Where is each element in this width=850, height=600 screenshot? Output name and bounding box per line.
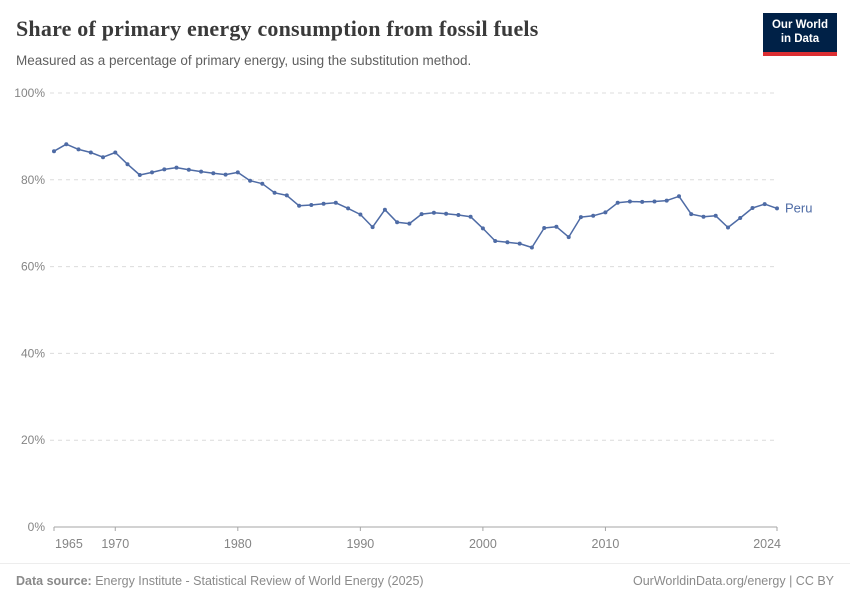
- data-point-1994[interactable]: [407, 221, 412, 226]
- data-point-1996[interactable]: [431, 210, 436, 215]
- data-point-1987[interactable]: [321, 201, 326, 206]
- data-point-2001[interactable]: [493, 239, 498, 243]
- data-point-2006[interactable]: [554, 224, 559, 229]
- data-point-2014[interactable]: [652, 199, 657, 204]
- data-point-1976[interactable]: [186, 167, 191, 172]
- credit-link[interactable]: OurWorldinData.org/energy | CC BY: [632, 574, 834, 588]
- data-point-2013[interactable]: [640, 199, 645, 204]
- data-point-1995[interactable]: [419, 212, 424, 217]
- data-point-1993[interactable]: [395, 220, 400, 225]
- data-point-2012[interactable]: [627, 199, 632, 204]
- data-point-1985[interactable]: [297, 203, 302, 208]
- data-point-2023[interactable]: [762, 202, 767, 207]
- data-source-text: Data source: Energy Institute - Statisti…: [16, 574, 424, 588]
- data-point-1977[interactable]: [199, 169, 204, 174]
- data-point-1983[interactable]: [272, 190, 277, 195]
- owid-logo-line1: Our World: [771, 19, 828, 31]
- data-point-2020[interactable]: [726, 225, 730, 230]
- data-point-2017[interactable]: [689, 212, 694, 217]
- data-point-2000[interactable]: [480, 226, 485, 231]
- data-point-1966[interactable]: [64, 142, 69, 147]
- series-end-label[interactable]: Peru: [785, 200, 812, 215]
- data-point-1998[interactable]: [456, 213, 461, 217]
- data-point-1999[interactable]: [468, 214, 473, 219]
- data-point-1967[interactable]: [76, 147, 81, 152]
- data-point-2004[interactable]: [529, 245, 534, 250]
- data-point-1992[interactable]: [382, 207, 387, 212]
- chart-footer: Data source: Energy Institute - Statisti…: [0, 563, 850, 600]
- y-tick-label-100: 100%: [14, 86, 45, 100]
- x-tick-label-2024: 2024: [753, 537, 781, 551]
- data-point-1986[interactable]: [309, 203, 314, 207]
- page-subtitle: Measured as a percentage of primary ener…: [16, 53, 472, 68]
- data-point-2011[interactable]: [615, 200, 620, 205]
- data-point-1990[interactable]: [358, 212, 363, 217]
- owid-logo[interactable]: Our World in Data: [762, 13, 837, 56]
- data-source-value: Energy Institute - Statistical Review of…: [91, 574, 424, 588]
- data-point-2019[interactable]: [713, 213, 718, 218]
- data-point-1991[interactable]: [370, 225, 375, 230]
- x-tick-label-2010: 2010: [592, 537, 620, 551]
- data-point-1984[interactable]: [284, 193, 289, 198]
- data-point-1979[interactable]: [223, 172, 228, 177]
- data-point-2016[interactable]: [677, 194, 681, 199]
- data-point-2015[interactable]: [664, 198, 669, 203]
- x-tick-label-2000: 2000: [469, 537, 497, 551]
- y-tick-label-20: 20%: [21, 433, 45, 447]
- data-point-1980[interactable]: [235, 170, 240, 175]
- data-point-1978[interactable]: [211, 171, 216, 176]
- data-source-label: Data source:: [16, 574, 92, 588]
- data-point-1971[interactable]: [125, 162, 130, 167]
- data-point-2009[interactable]: [591, 213, 596, 218]
- data-point-1968[interactable]: [88, 150, 93, 155]
- data-point-2024[interactable]: [775, 206, 779, 211]
- data-point-2022[interactable]: [750, 206, 755, 210]
- page-title: Share of primary energy consumption from…: [16, 16, 539, 41]
- data-point-1981[interactable]: [248, 178, 253, 183]
- data-point-2003[interactable]: [517, 241, 522, 246]
- data-point-2005[interactable]: [542, 226, 547, 230]
- data-point-1973[interactable]: [150, 170, 154, 175]
- data-point-1982[interactable]: [260, 181, 265, 186]
- data-point-1974[interactable]: [162, 167, 167, 172]
- data-point-1970[interactable]: [113, 150, 118, 155]
- x-tick-label-1965: 1965: [55, 537, 83, 551]
- data-point-1988[interactable]: [333, 200, 338, 205]
- data-point-1997[interactable]: [444, 211, 449, 216]
- y-tick-label-60: 60%: [21, 260, 45, 274]
- y-tick-label-80: 80%: [21, 173, 45, 187]
- data-point-2002[interactable]: [505, 240, 510, 245]
- x-tick-label-1990: 1990: [346, 537, 374, 551]
- owid-logo-line2: in Data: [780, 32, 820, 45]
- data-point-2021[interactable]: [738, 216, 743, 220]
- x-tick-label-1980: 1980: [224, 537, 252, 551]
- y-tick-label-0: 0%: [28, 520, 46, 534]
- data-point-1969[interactable]: [101, 155, 105, 160]
- x-tick-label-1970: 1970: [101, 537, 129, 551]
- data-point-2018[interactable]: [701, 214, 706, 219]
- data-point-2007[interactable]: [566, 235, 571, 240]
- data-point-1972[interactable]: [137, 173, 142, 177]
- data-point-1989[interactable]: [346, 206, 351, 211]
- data-point-2008[interactable]: [578, 215, 583, 220]
- data-point-1975[interactable]: [174, 165, 179, 170]
- series-line-peru: [53, 143, 778, 249]
- y-tick-label-40: 40%: [21, 346, 45, 360]
- data-point-1965[interactable]: [52, 149, 56, 154]
- data-point-2010[interactable]: [603, 210, 608, 215]
